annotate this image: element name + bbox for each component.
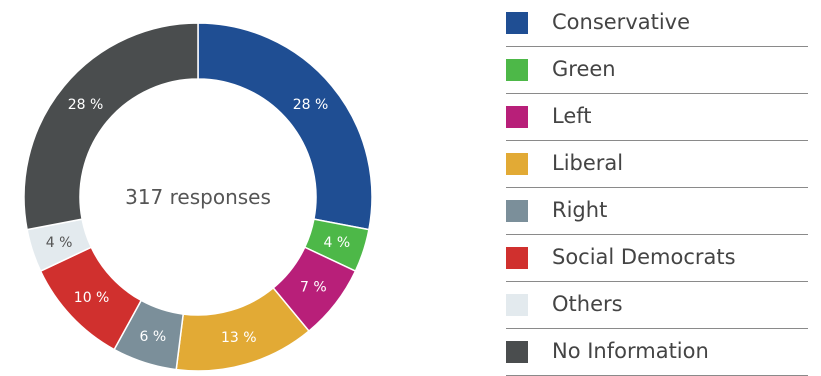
legend-item-social-democrats: Social Democrats xyxy=(506,235,808,282)
legend-label-no-information: No Information xyxy=(552,339,709,363)
slice-label-right: 6 % xyxy=(140,329,167,345)
legend-item-no-information: No Information xyxy=(506,329,808,376)
legend-label-green: Green xyxy=(552,57,616,81)
slice-label-left: 7 % xyxy=(300,279,327,295)
legend-item-others: Others xyxy=(506,282,808,329)
legend-swatch-right xyxy=(506,200,528,222)
slice-label-others: 4 % xyxy=(46,235,73,251)
legend-item-left: Left xyxy=(506,94,808,141)
legend-swatch-left xyxy=(506,106,528,128)
legend-swatch-others xyxy=(506,294,528,316)
legend: Conservative Green Left Liberal Right Social … xyxy=(506,0,808,376)
legend-label-right: Right xyxy=(552,198,608,222)
legend-label-left: Left xyxy=(552,104,592,128)
legend-swatch-conservative xyxy=(506,12,528,34)
slice-label-conservative: 28 % xyxy=(293,97,329,113)
legend-swatch-liberal xyxy=(506,153,528,175)
slice-label-liberal: 13 % xyxy=(221,330,257,346)
legend-item-right: Right xyxy=(506,188,808,235)
slice-conservative xyxy=(197,22,373,231)
center-response-count: 317 responses xyxy=(125,185,271,209)
donut-slices xyxy=(23,22,373,372)
legend-label-liberal: Liberal xyxy=(552,151,624,175)
donut-slice-labels: 28 % 4 % 7 % 13 % 6 % 10 % 4 % 28 % xyxy=(46,97,350,346)
donut-chart: 28 % 4 % 7 % 13 % 6 % 10 % 4 % 28 % 317 respons… xyxy=(23,22,373,372)
slice-label-social-democrats: 10 % xyxy=(74,290,110,306)
legend-item-green: Green xyxy=(506,47,808,94)
slice-label-no-information: 28 % xyxy=(68,97,104,113)
slice-label-green: 4 % xyxy=(324,235,351,251)
legend-label-social-democrats: Social Democrats xyxy=(552,245,736,269)
legend-swatch-green xyxy=(506,59,528,81)
legend-swatch-social-democrats xyxy=(506,247,528,269)
legend-label-others: Others xyxy=(552,292,623,316)
legend-label-conservative: Conservative xyxy=(552,10,691,34)
legend-item-conservative: Conservative xyxy=(506,0,808,47)
legend-item-liberal: Liberal xyxy=(506,141,808,188)
slice-no-information xyxy=(23,22,199,231)
legend-swatch-no-information xyxy=(506,341,528,363)
